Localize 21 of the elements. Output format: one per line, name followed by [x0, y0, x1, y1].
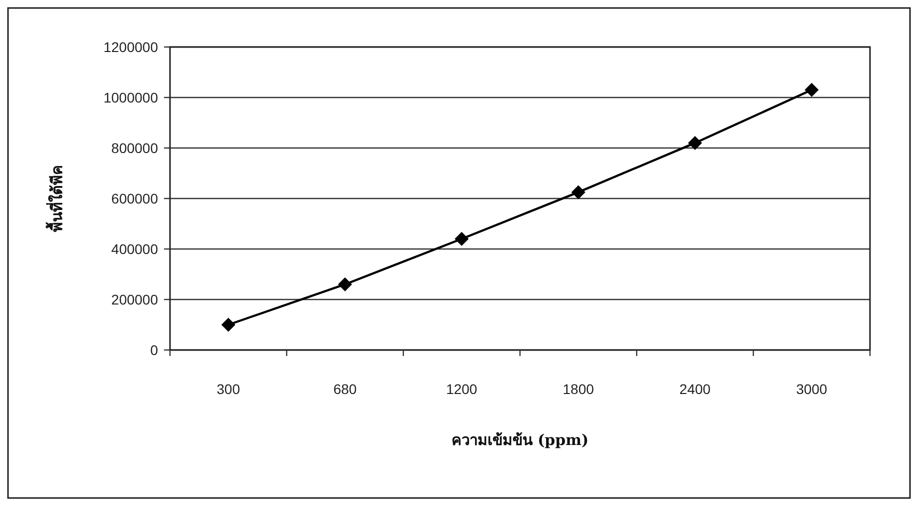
x-tick-label: 1200 — [446, 381, 478, 397]
point — [688, 136, 702, 150]
point — [454, 232, 469, 246]
y-tick-label: 600000 — [111, 190, 158, 206]
x-tick-label: 680 — [333, 381, 357, 397]
y-tick-label: 1000000 — [103, 90, 158, 106]
y-tick-label: 800000 — [111, 140, 158, 156]
x-tick-label: 2400 — [679, 381, 711, 397]
y-tick-label: 1200000 — [103, 39, 158, 55]
y-axis-title: พื้นที่ใต้พีค — [45, 165, 66, 232]
y-tick-label: 200000 — [111, 292, 158, 308]
x-axis-title: ความเข้มข้น (ppm) — [451, 431, 589, 449]
y-tick-label: 0 — [150, 342, 158, 358]
x-tick-label: 300 — [216, 381, 240, 397]
x-tick-label: 1800 — [562, 381, 594, 397]
y-tick-label: 400000 — [111, 241, 158, 257]
x-tick-label: 3000 — [796, 381, 828, 397]
point — [571, 185, 586, 200]
point — [221, 318, 236, 332]
point — [338, 277, 352, 292]
point — [804, 82, 819, 97]
